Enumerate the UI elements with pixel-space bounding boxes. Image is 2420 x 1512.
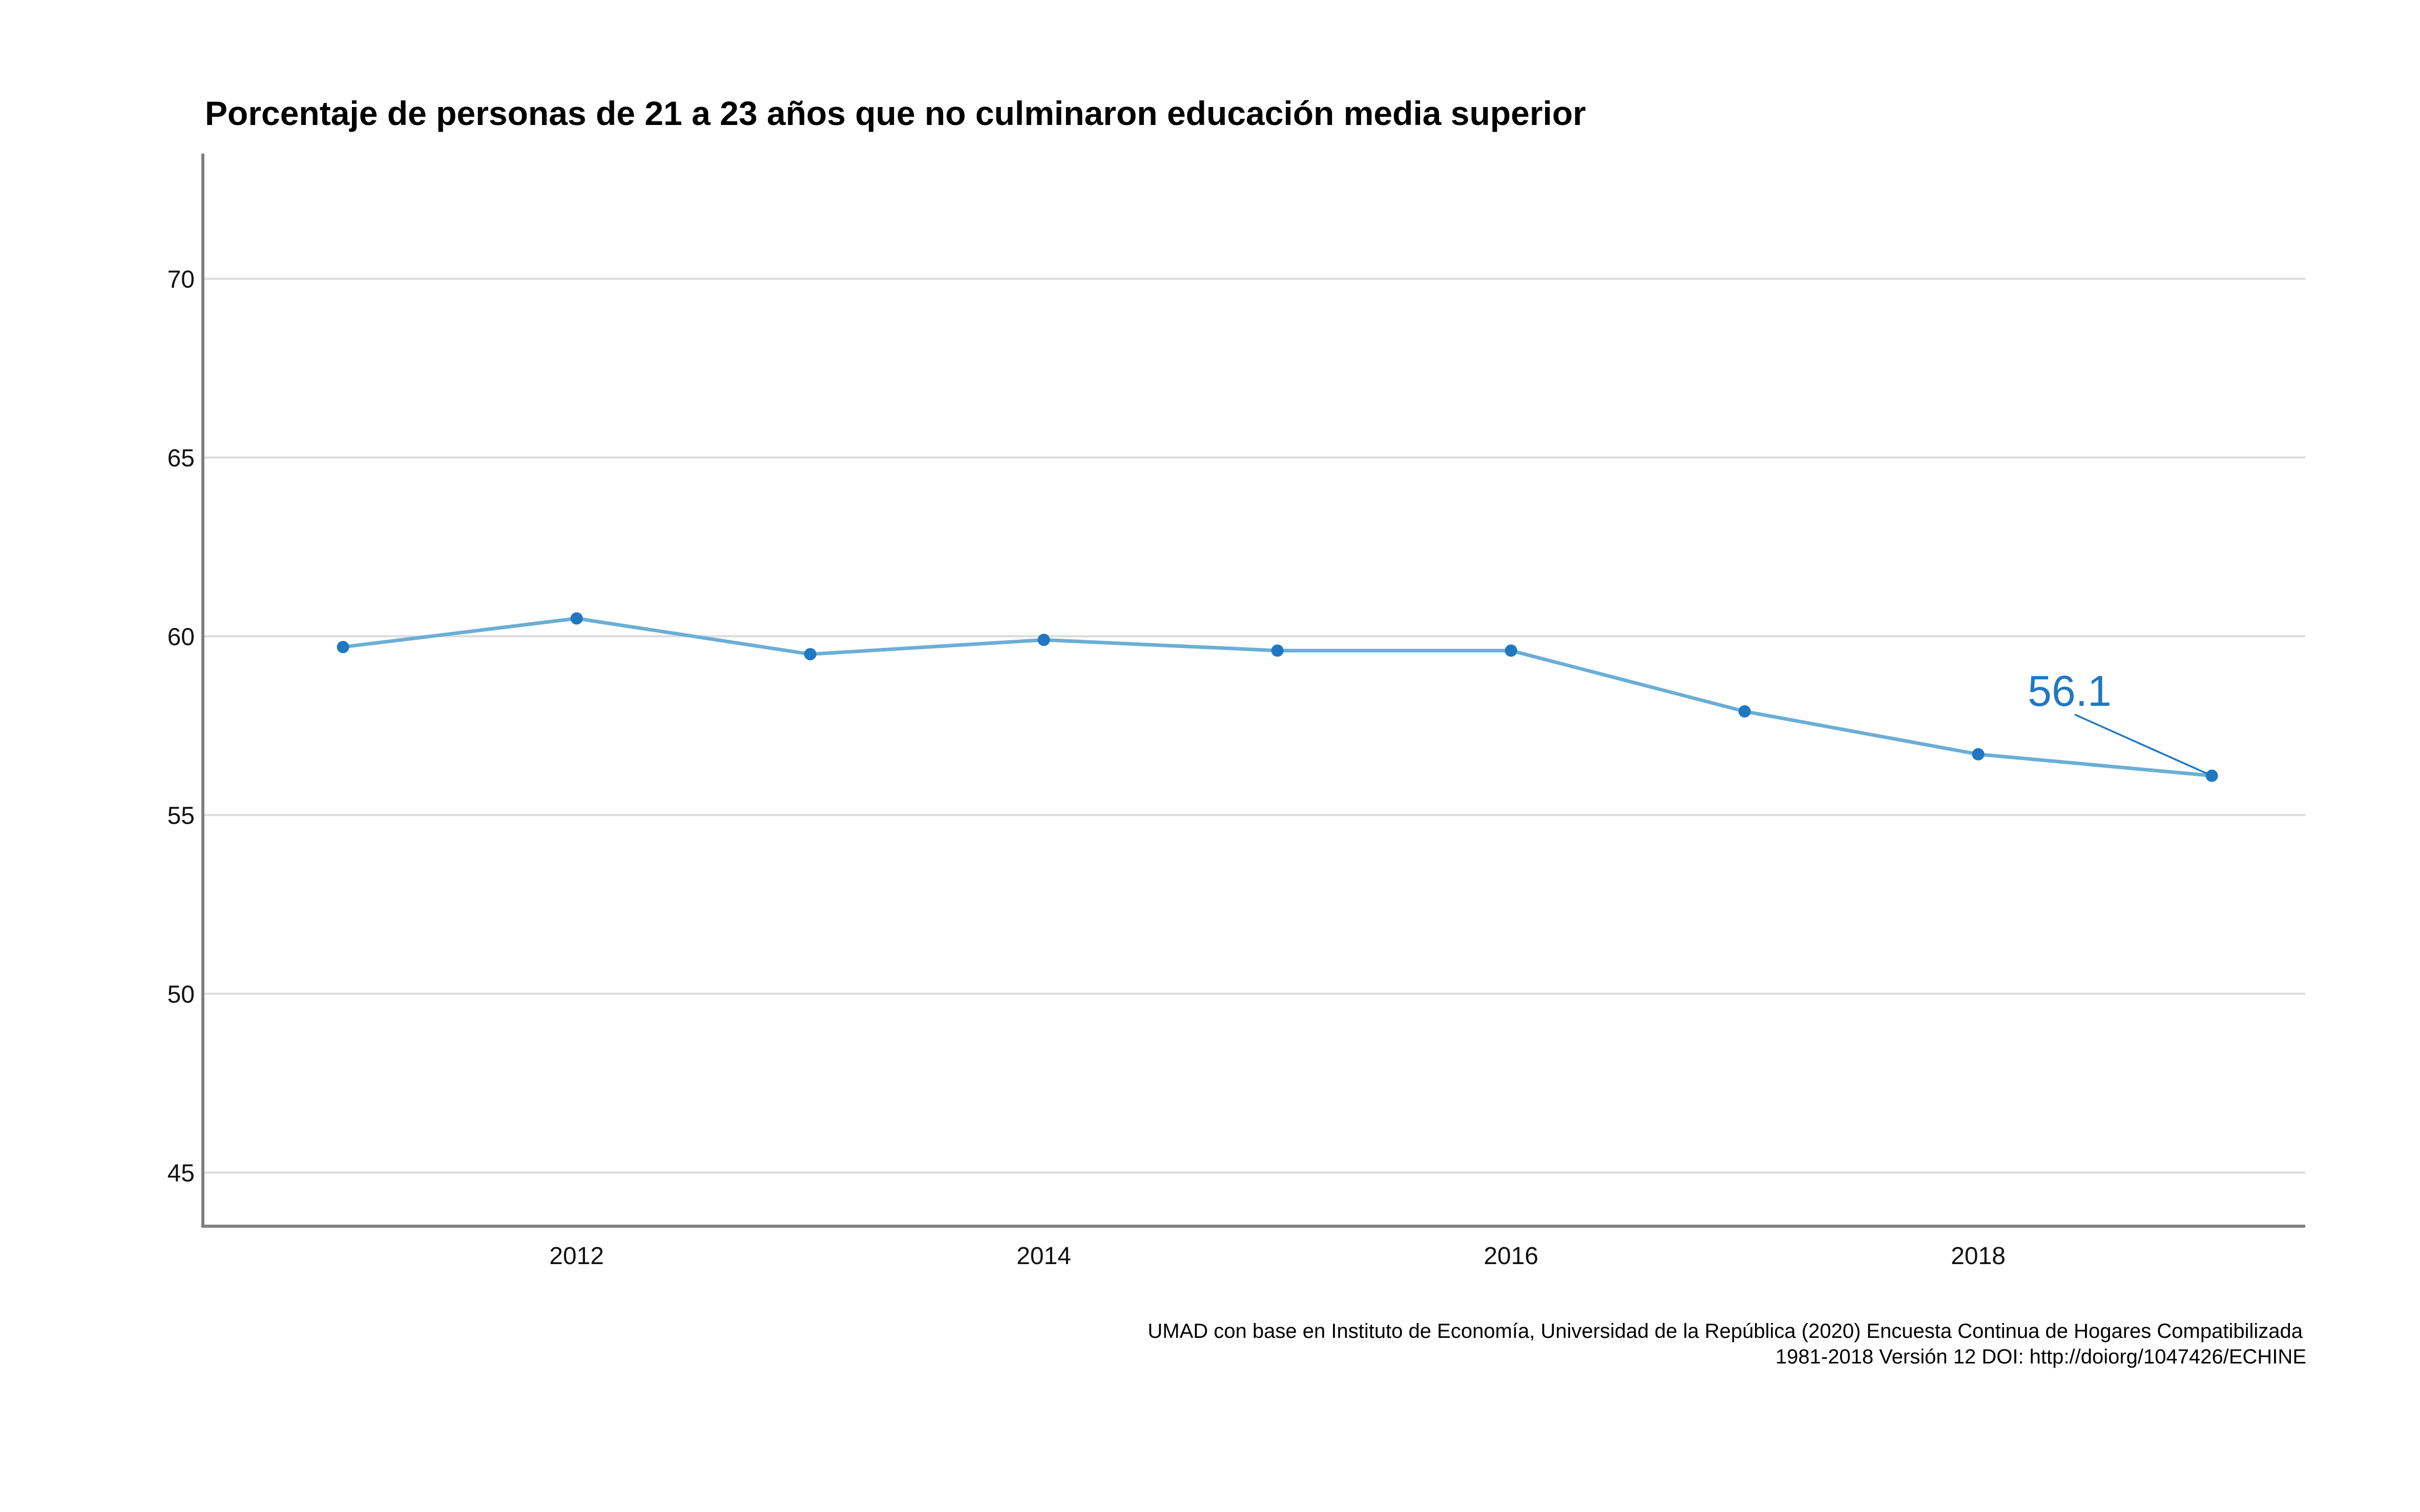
data-point-2011 (337, 641, 349, 654)
chart-title: Porcentaje de personas de 21 a 23 años q… (205, 94, 1586, 132)
y-tick-label-45: 45 (168, 1160, 195, 1187)
y-tick-label-60: 60 (168, 623, 195, 650)
callout-label-last-value: 56.1 (2028, 667, 2112, 715)
source-caption-line-2: 1981-2018 Versión 12 DOI: http://doiorg/… (1776, 1346, 2306, 1368)
data-point-2016 (1505, 644, 1517, 657)
x-tick-label-2016: 2016 (1484, 1243, 1538, 1270)
data-point-2014 (1037, 634, 1050, 646)
x-tick-label-2018: 2018 (1951, 1243, 2006, 1270)
y-axis-tick-labels: 45 50 55 60 65 70 (168, 266, 195, 1187)
callout-leader-line (2074, 713, 2213, 777)
y-tick-label-65: 65 (168, 445, 195, 472)
data-point-2017 (1738, 705, 1751, 718)
y-tick-label-55: 55 (168, 802, 195, 829)
data-points (337, 612, 2218, 782)
data-point-2015 (1271, 644, 1284, 657)
x-axis-tick-labels: 2012 2014 2016 2018 (549, 1243, 2006, 1270)
y-tick-label-70: 70 (168, 266, 195, 293)
source-caption-line-1: UMAD con base en Instituto de Economía, … (1148, 1320, 2303, 1342)
data-point-2012 (570, 612, 583, 625)
data-point-2018 (1972, 748, 1985, 761)
gridlines (203, 278, 2305, 1174)
data-point-2013 (804, 648, 817, 661)
x-tick-label-2012: 2012 (549, 1243, 604, 1270)
y-tick-label-50: 50 (168, 981, 195, 1008)
x-tick-label-2014: 2014 (1016, 1243, 1071, 1270)
